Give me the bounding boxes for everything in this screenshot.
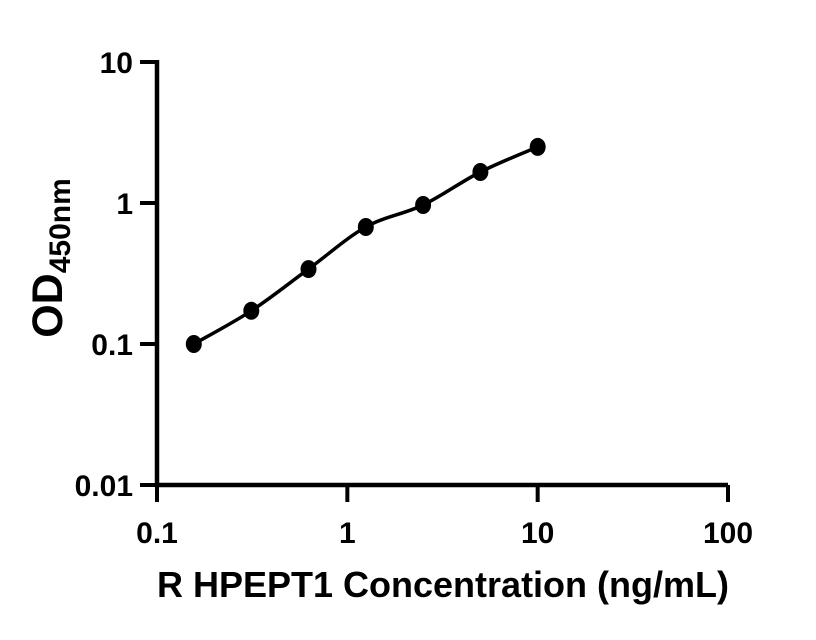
x-axis-title: R HPEPT1 Concentration (ng/mL) [157,564,729,605]
y-axis-title-main: OD [24,273,72,338]
data-point-marker [185,335,202,353]
data-point-marker [529,137,546,156]
y-tick-label: 0.1 [91,329,133,362]
y-tick-label: 1 [116,188,133,221]
data-point-marker [472,163,489,181]
data-points [185,137,546,353]
data-point-marker [300,260,317,279]
x-tick-label: 0.1 [136,517,178,550]
data-point-marker [357,218,374,236]
y-tick-label: 0.01 [75,470,133,503]
axes-spines [154,60,728,488]
x-axis-ticks: 0.1 1 10 100 [136,485,753,550]
y-axis-ticks: 10 1 0.1 0.01 [75,47,157,503]
x-tick-label: 10 [521,517,554,550]
y-tick-label: 10 [100,47,133,80]
y-axis-title-subscript: 450nm [44,178,77,273]
y-axis-title: OD450nm [24,178,77,338]
x-tick-label: 1 [339,517,356,550]
data-point-marker [243,301,260,320]
data-point-marker [415,196,432,214]
x-tick-label: 100 [703,517,753,550]
